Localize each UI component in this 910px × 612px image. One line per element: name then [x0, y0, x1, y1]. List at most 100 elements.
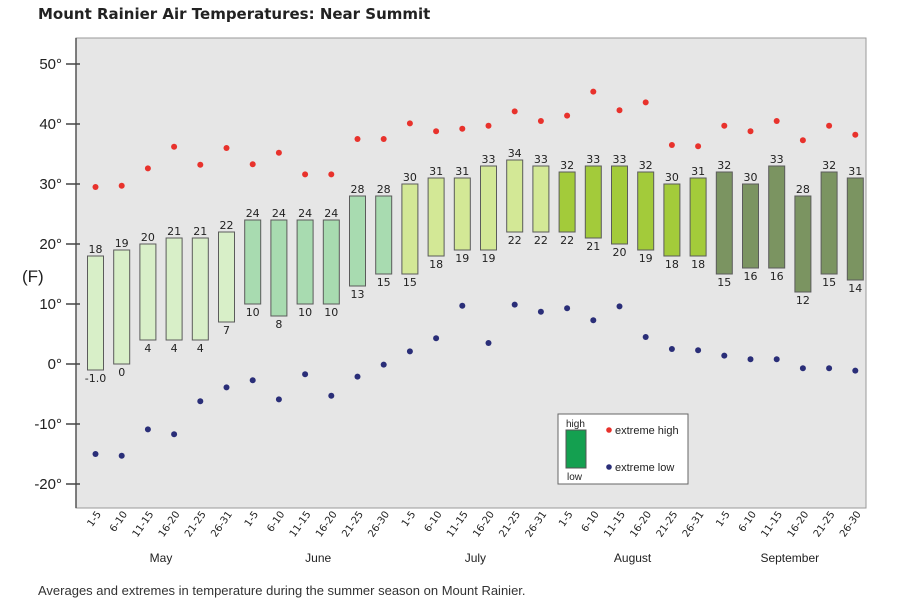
extreme-high-point [354, 136, 361, 142]
legend-extreme-low-label: extreme low [615, 462, 674, 474]
legend-extreme-low-marker [606, 464, 612, 470]
bar-low-label: 15 [377, 276, 391, 289]
x-tick-label: 26-31 [209, 509, 235, 539]
x-tick-label: 21-25 [497, 509, 523, 539]
range-bar [453, 177, 471, 251]
bar-low-label: 4 [171, 342, 178, 355]
bar-low-label: 4 [197, 342, 204, 355]
x-tick-label: 1-5 [557, 509, 575, 529]
chart-title: Mount Rainier Air Temperatures: Near Sum… [38, 5, 431, 23]
month-label: August [614, 551, 652, 565]
bar-high-label: 30 [665, 171, 679, 184]
x-tick-label: 6-10 [108, 509, 130, 534]
extreme-low-point [249, 377, 256, 384]
y-tick-label: 30° [39, 176, 62, 193]
bar-low-label: 13 [351, 288, 365, 301]
extreme-high-point [249, 161, 256, 168]
extreme-high-point [197, 161, 204, 168]
bar-high-label: 31 [691, 165, 705, 178]
bar-low-label: 19 [482, 252, 496, 265]
bar-low-label: 10 [324, 306, 338, 319]
bar-high-label: 32 [560, 159, 574, 172]
range-bar [663, 183, 681, 257]
bar-low-label: 4 [144, 342, 151, 355]
x-tick-label: 11-15 [131, 509, 157, 539]
extreme-low-point [197, 398, 204, 405]
range-bar [768, 165, 786, 269]
extreme-high-point [564, 112, 571, 119]
legend-extreme-high-label: extreme high [615, 425, 679, 437]
bar-high-label: 28 [796, 183, 810, 196]
x-tick-label: 26-30 [838, 509, 864, 539]
bar-low-label: 21 [586, 240, 600, 253]
extreme-low-point [616, 303, 623, 310]
extreme-low-point [773, 356, 780, 363]
y-tick-label: 20° [39, 236, 62, 253]
range-bar [218, 231, 235, 323]
extreme-high-point [171, 143, 178, 150]
extreme-low-point [354, 373, 361, 380]
x-tick-label: 11-15 [602, 509, 628, 539]
x-tick-label: 16-20 [314, 509, 340, 539]
bar-high-label: 30 [403, 171, 417, 184]
range-bar [611, 165, 628, 245]
extreme-high-point [223, 145, 230, 151]
bar-high-label: 21 [193, 225, 207, 238]
bar-low-label: 0 [118, 366, 125, 379]
range-bar [244, 219, 262, 305]
x-tick-label: 6-10 [737, 509, 759, 534]
bar-low-label: 18 [691, 258, 705, 271]
bar-low-label: 10 [246, 306, 260, 319]
bar-high-label: 31 [429, 165, 443, 178]
range-bar [715, 171, 733, 275]
x-tick-label: 26-31 [681, 509, 707, 539]
extreme-high-point [590, 88, 597, 95]
month-label: May [150, 551, 173, 565]
bars: 18 -1.0 19 0 20 4 21 4 21 4 22 7 24 10 24 8 24 10 24 10 28 13… [85, 147, 864, 385]
extreme-low-point [406, 348, 413, 355]
x-tick-label: 11-15 [759, 509, 785, 539]
extreme-high-point [406, 120, 413, 127]
range-bar [139, 243, 157, 341]
month-label: June [305, 551, 331, 565]
bar-high-label: 24 [324, 207, 338, 220]
y-tick-label: 0° [48, 356, 62, 373]
extreme-low-point [799, 365, 806, 372]
range-bar [349, 195, 366, 287]
x-tick-label: 1-5 [714, 509, 732, 529]
extreme-high-point [642, 99, 649, 106]
bar-high-label: 24 [246, 207, 260, 220]
y-ticks: 50° 40° 30° 20° 10° 0° -10° -20° [34, 56, 80, 493]
extreme-high-point [275, 149, 282, 156]
extreme-high-point [852, 131, 859, 138]
extreme-low-point [433, 335, 440, 342]
bar-low-label: 14 [848, 282, 862, 295]
range-bar [689, 177, 707, 257]
extreme-high-point [511, 108, 518, 115]
month-label: July [465, 551, 486, 565]
bar-low-label: 15 [403, 276, 417, 289]
x-tick-label: 21-25 [655, 509, 681, 539]
range-bar [480, 165, 497, 251]
y-axis-label: (F) [22, 267, 44, 286]
bar-low-label: 22 [534, 234, 548, 247]
bar-high-label: 30 [744, 171, 758, 184]
bar-low-label: 20 [613, 246, 627, 259]
extreme-low-point [564, 305, 571, 312]
extreme-high-point [537, 118, 544, 124]
extreme-high-point [118, 182, 125, 189]
legend-extreme-high-marker [606, 427, 612, 433]
month-label: September [760, 551, 819, 565]
x-tick-labels: 1-5 6-10 11-15 16-20 21-25 26-31 1-5 6-10 11-15 1… [86, 509, 864, 539]
bar-high-label: 33 [482, 153, 496, 166]
x-tick-label: 6-10 [423, 509, 445, 534]
bar-low-label: 10 [298, 306, 312, 319]
x-tick-label: 11-15 [445, 509, 471, 539]
legend-low-label: low [567, 472, 583, 483]
extreme-low-point [852, 367, 859, 374]
x-tick-label: 1-5 [86, 509, 104, 529]
bar-low-label: -1.0 [85, 372, 106, 385]
legend-high-label: high [566, 419, 585, 430]
bar-low-label: 19 [455, 252, 469, 265]
